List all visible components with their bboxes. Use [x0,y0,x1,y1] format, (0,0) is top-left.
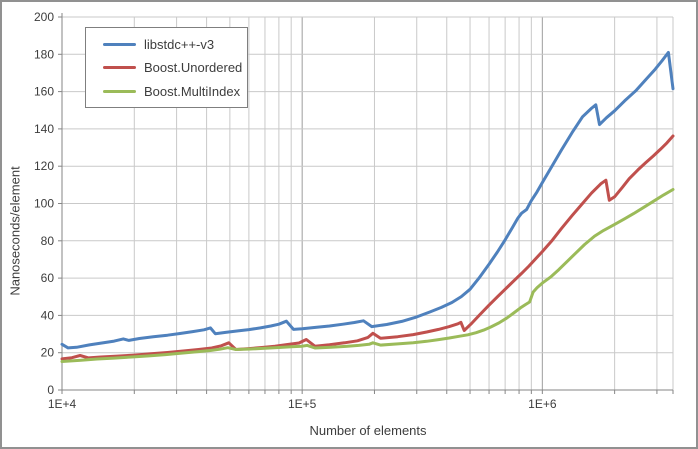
y-tick-label: 120 [34,159,54,173]
y-tick-label: 180 [34,47,54,61]
y-tick-label: 200 [34,10,54,24]
legend-line-swatch [103,89,136,93]
y-axis-title: Nanoseconds/element [7,166,23,296]
legend-item: Boost.Unordered [86,60,247,75]
y-tick-label: 100 [34,197,54,211]
legend-item: Boost.MultiIndex [86,84,247,99]
legend-line-swatch [103,42,136,46]
tick-labels: 0 20 40 60 80 100 120 140 160 180 200 1E+4 1E+5 1E+6 [34,10,557,411]
x-tick-label: 1E+4 [48,397,77,411]
axes [58,13,674,394]
y-tick-label: 60 [41,271,55,285]
legend: libstdc++-v3 Boost.Unordered Boost.MultiIn… [85,27,248,108]
x-tick-label: 1E+5 [288,397,317,411]
legend-item: libstdc++-v3 [86,37,247,52]
legend-label: libstdc++-v3 [144,36,215,52]
legend-label: Boost.MultiIndex [144,83,241,99]
y-tick-label: 20 [41,346,55,360]
y-tick-label: 80 [41,234,55,248]
y-tick-label: 40 [41,308,55,322]
y-tick-label: 140 [34,122,54,136]
legend-line-swatch [103,66,136,69]
x-axis-title: Number of elements [309,423,427,438]
legend-label: Boost.Unordered [144,60,243,75]
series-line-boost-multiindex [60,188,675,363]
x-tick-label: 1E+6 [528,397,557,411]
series-line-libstdc++-v3 [60,50,675,350]
y-tick-label: 0 [47,383,54,397]
series-line-boost-unordered [60,134,675,361]
series-lines [60,50,675,363]
y-tick-label: 160 [34,85,54,99]
